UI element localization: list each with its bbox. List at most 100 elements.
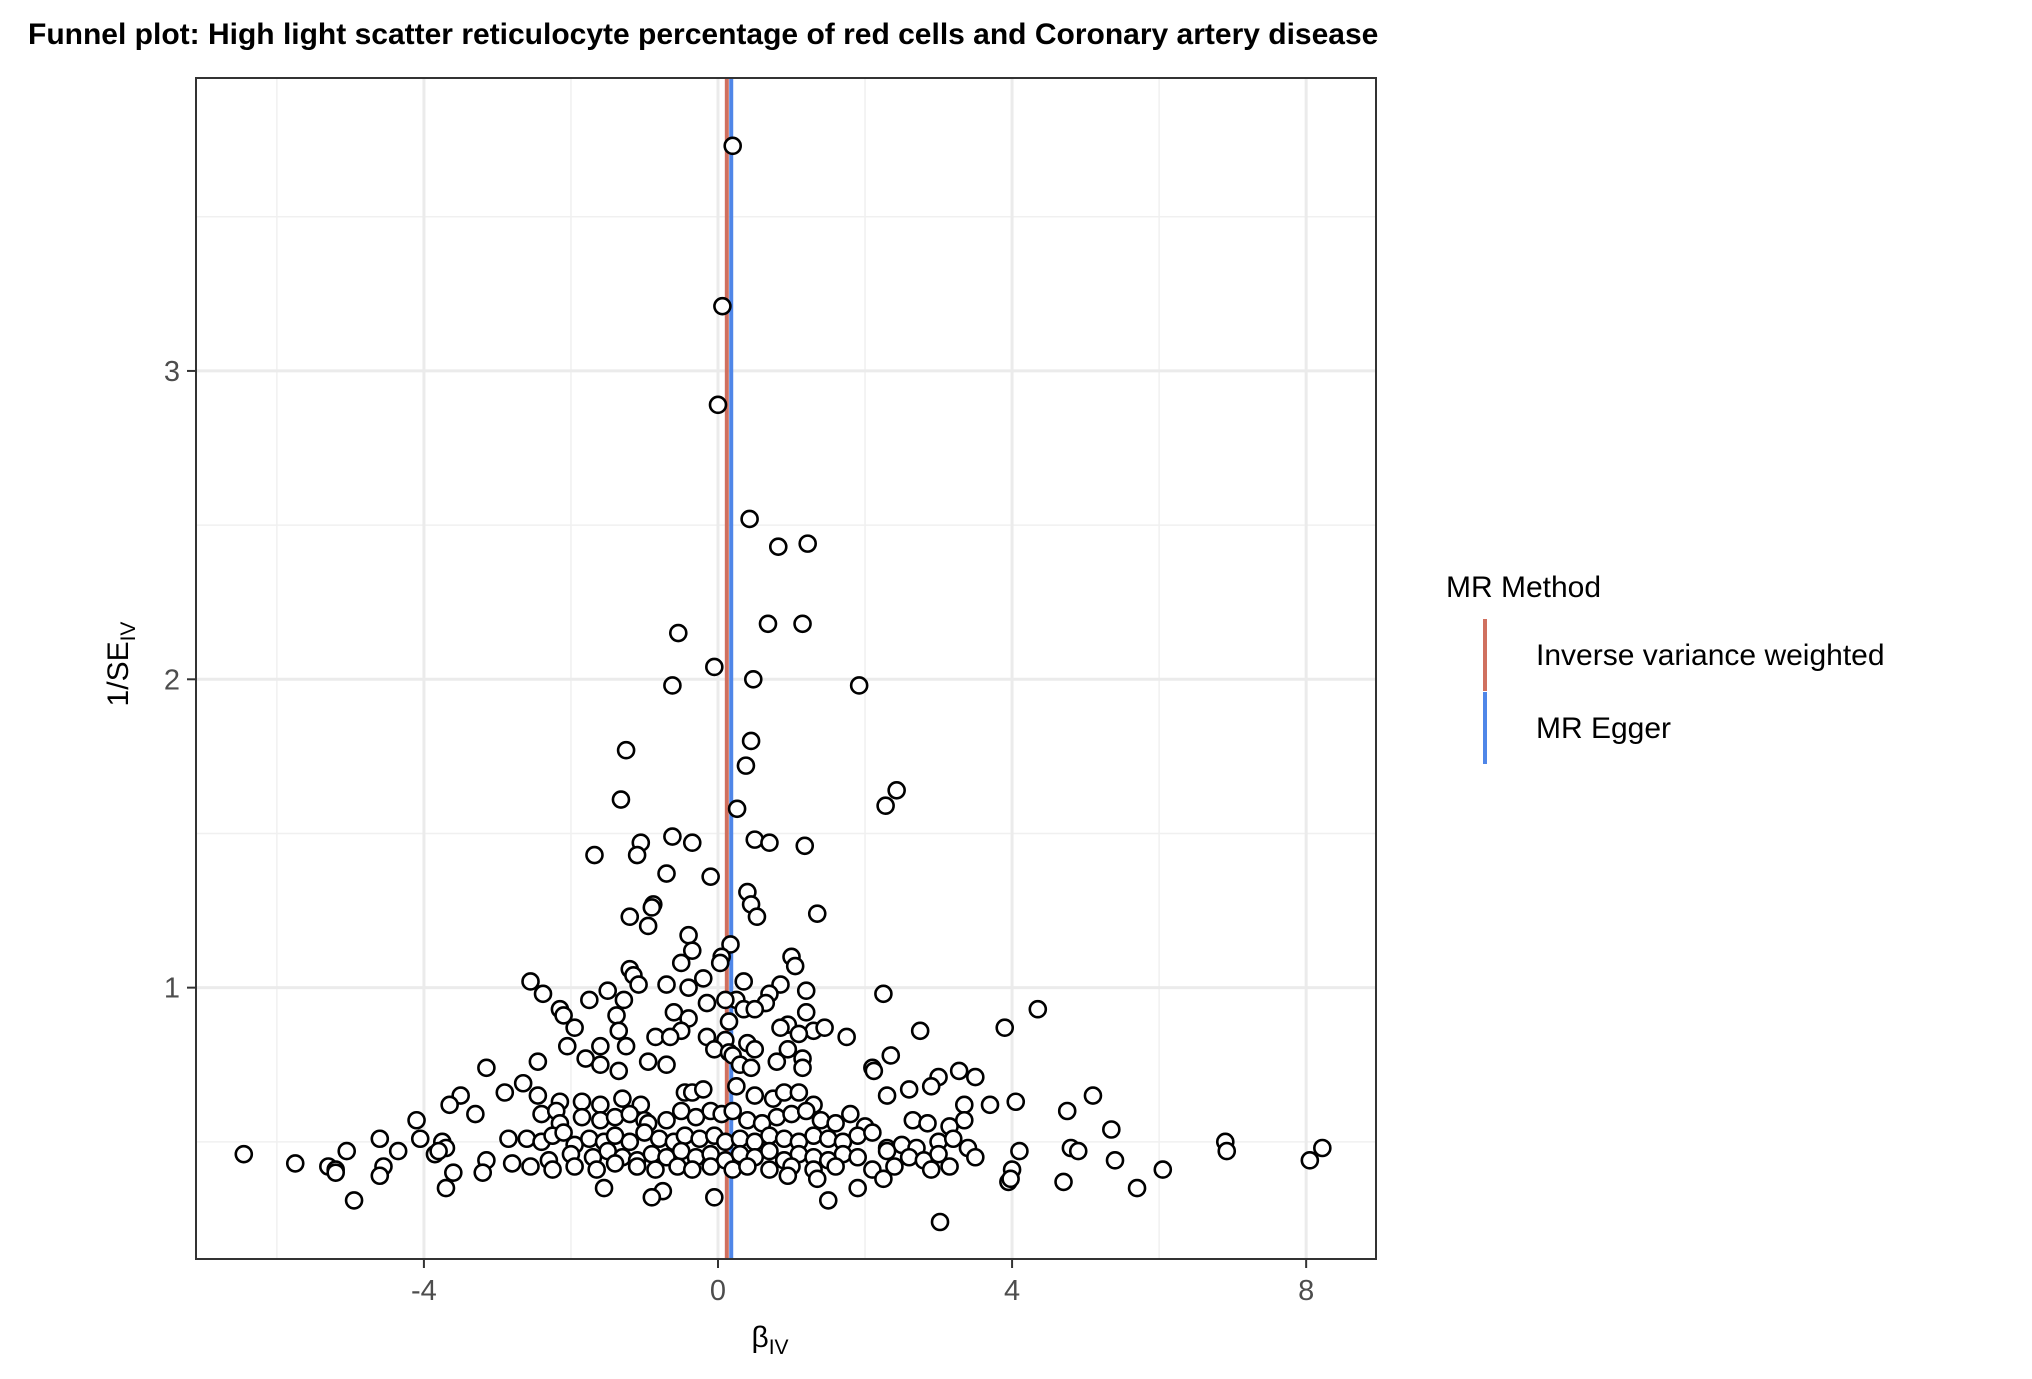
data-point (682, 833, 702, 853)
data-point (716, 1132, 735, 1152)
data-point (499, 1129, 518, 1149)
data-point (740, 509, 759, 529)
data-point (473, 1163, 493, 1182)
data-point (370, 1166, 390, 1186)
data-point (793, 1058, 812, 1078)
data-point (701, 1157, 720, 1176)
data-point (864, 1061, 884, 1081)
data-point (649, 1129, 669, 1149)
x-tick-label: -4 (411, 1275, 437, 1307)
data-point (701, 867, 720, 886)
data-point (663, 827, 682, 846)
data-point (660, 1027, 680, 1047)
data-point (565, 1157, 584, 1176)
data-point (591, 1110, 610, 1130)
data-point (741, 1058, 761, 1078)
data-point (609, 1021, 629, 1041)
data-point (910, 1021, 930, 1041)
data-point (727, 799, 747, 819)
data-point (738, 1157, 757, 1176)
data-point (743, 669, 763, 689)
data-point (234, 1144, 254, 1164)
data-point (848, 1178, 867, 1198)
data-point (705, 1040, 724, 1059)
data-point (513, 1073, 533, 1093)
data-point (285, 1154, 305, 1173)
data-point (1217, 1141, 1237, 1161)
data-point (1105, 1151, 1125, 1170)
data-point (795, 836, 815, 856)
data-point (620, 1132, 640, 1152)
data-point (1057, 1101, 1077, 1121)
data-point (587, 1160, 606, 1179)
data-point (789, 1024, 809, 1044)
data-point (620, 907, 640, 927)
data-point (708, 395, 728, 415)
data-point (881, 1046, 901, 1065)
y-axis-label: 1/SEIV (102, 622, 140, 707)
data-point (528, 1052, 548, 1071)
data-point (627, 845, 647, 865)
data-point (682, 941, 702, 960)
data-point (668, 1157, 687, 1176)
panel-border (195, 77, 1377, 1260)
chart-title: Funnel plot: High light scatter reticulo… (28, 18, 1378, 51)
data-point (841, 1104, 860, 1124)
data-point (705, 1188, 724, 1207)
data-point (903, 1110, 923, 1130)
data-point (326, 1163, 345, 1182)
data-point (943, 1129, 963, 1149)
data-point (605, 1154, 625, 1173)
data-point (807, 904, 827, 923)
data-point (710, 953, 730, 973)
data-point (533, 984, 553, 1004)
data-point (565, 1018, 584, 1038)
data-point (954, 1110, 974, 1130)
data-point (466, 1104, 485, 1124)
data-point (768, 537, 788, 556)
data-point (528, 1086, 548, 1105)
data-point (767, 1052, 787, 1071)
y-tick-label: 1 (164, 973, 180, 1005)
data-point (668, 623, 688, 643)
data-point (785, 956, 805, 976)
plot-background (196, 78, 1376, 1259)
data-point (736, 756, 756, 775)
data-point (675, 1126, 695, 1145)
data-point (663, 676, 682, 695)
data-point (921, 1077, 941, 1096)
plot-panel (196, 78, 1376, 1259)
data-point (1127, 1178, 1147, 1198)
data-point (849, 676, 869, 695)
data-point (723, 1101, 742, 1121)
data-point (1054, 1172, 1073, 1192)
data-point (591, 1036, 610, 1056)
data-point (554, 1123, 573, 1142)
data-point (607, 1006, 626, 1025)
data-point (863, 1123, 882, 1142)
data-point (629, 975, 648, 994)
data-point (848, 1126, 867, 1145)
data-point (760, 833, 779, 853)
data-point (614, 990, 634, 1010)
data-point (580, 1129, 599, 1149)
data-point (657, 975, 676, 994)
data-point (638, 1052, 658, 1071)
x-tick-label: 4 (1004, 1275, 1020, 1307)
data-point (760, 1160, 779, 1179)
x-tick-label: 8 (1298, 1275, 1314, 1307)
data-point (627, 1157, 647, 1176)
data-point (807, 1169, 827, 1189)
data-point (495, 1083, 515, 1102)
data-point (804, 1126, 823, 1145)
x-tick-label: 0 (710, 1275, 726, 1307)
data-point (1001, 1169, 1020, 1189)
data-point (741, 731, 761, 751)
data-point (798, 534, 817, 553)
data-point (705, 657, 724, 677)
data-point (370, 1129, 390, 1149)
data-point (789, 1083, 809, 1102)
data-point (899, 1080, 919, 1099)
data-point (580, 990, 599, 1010)
